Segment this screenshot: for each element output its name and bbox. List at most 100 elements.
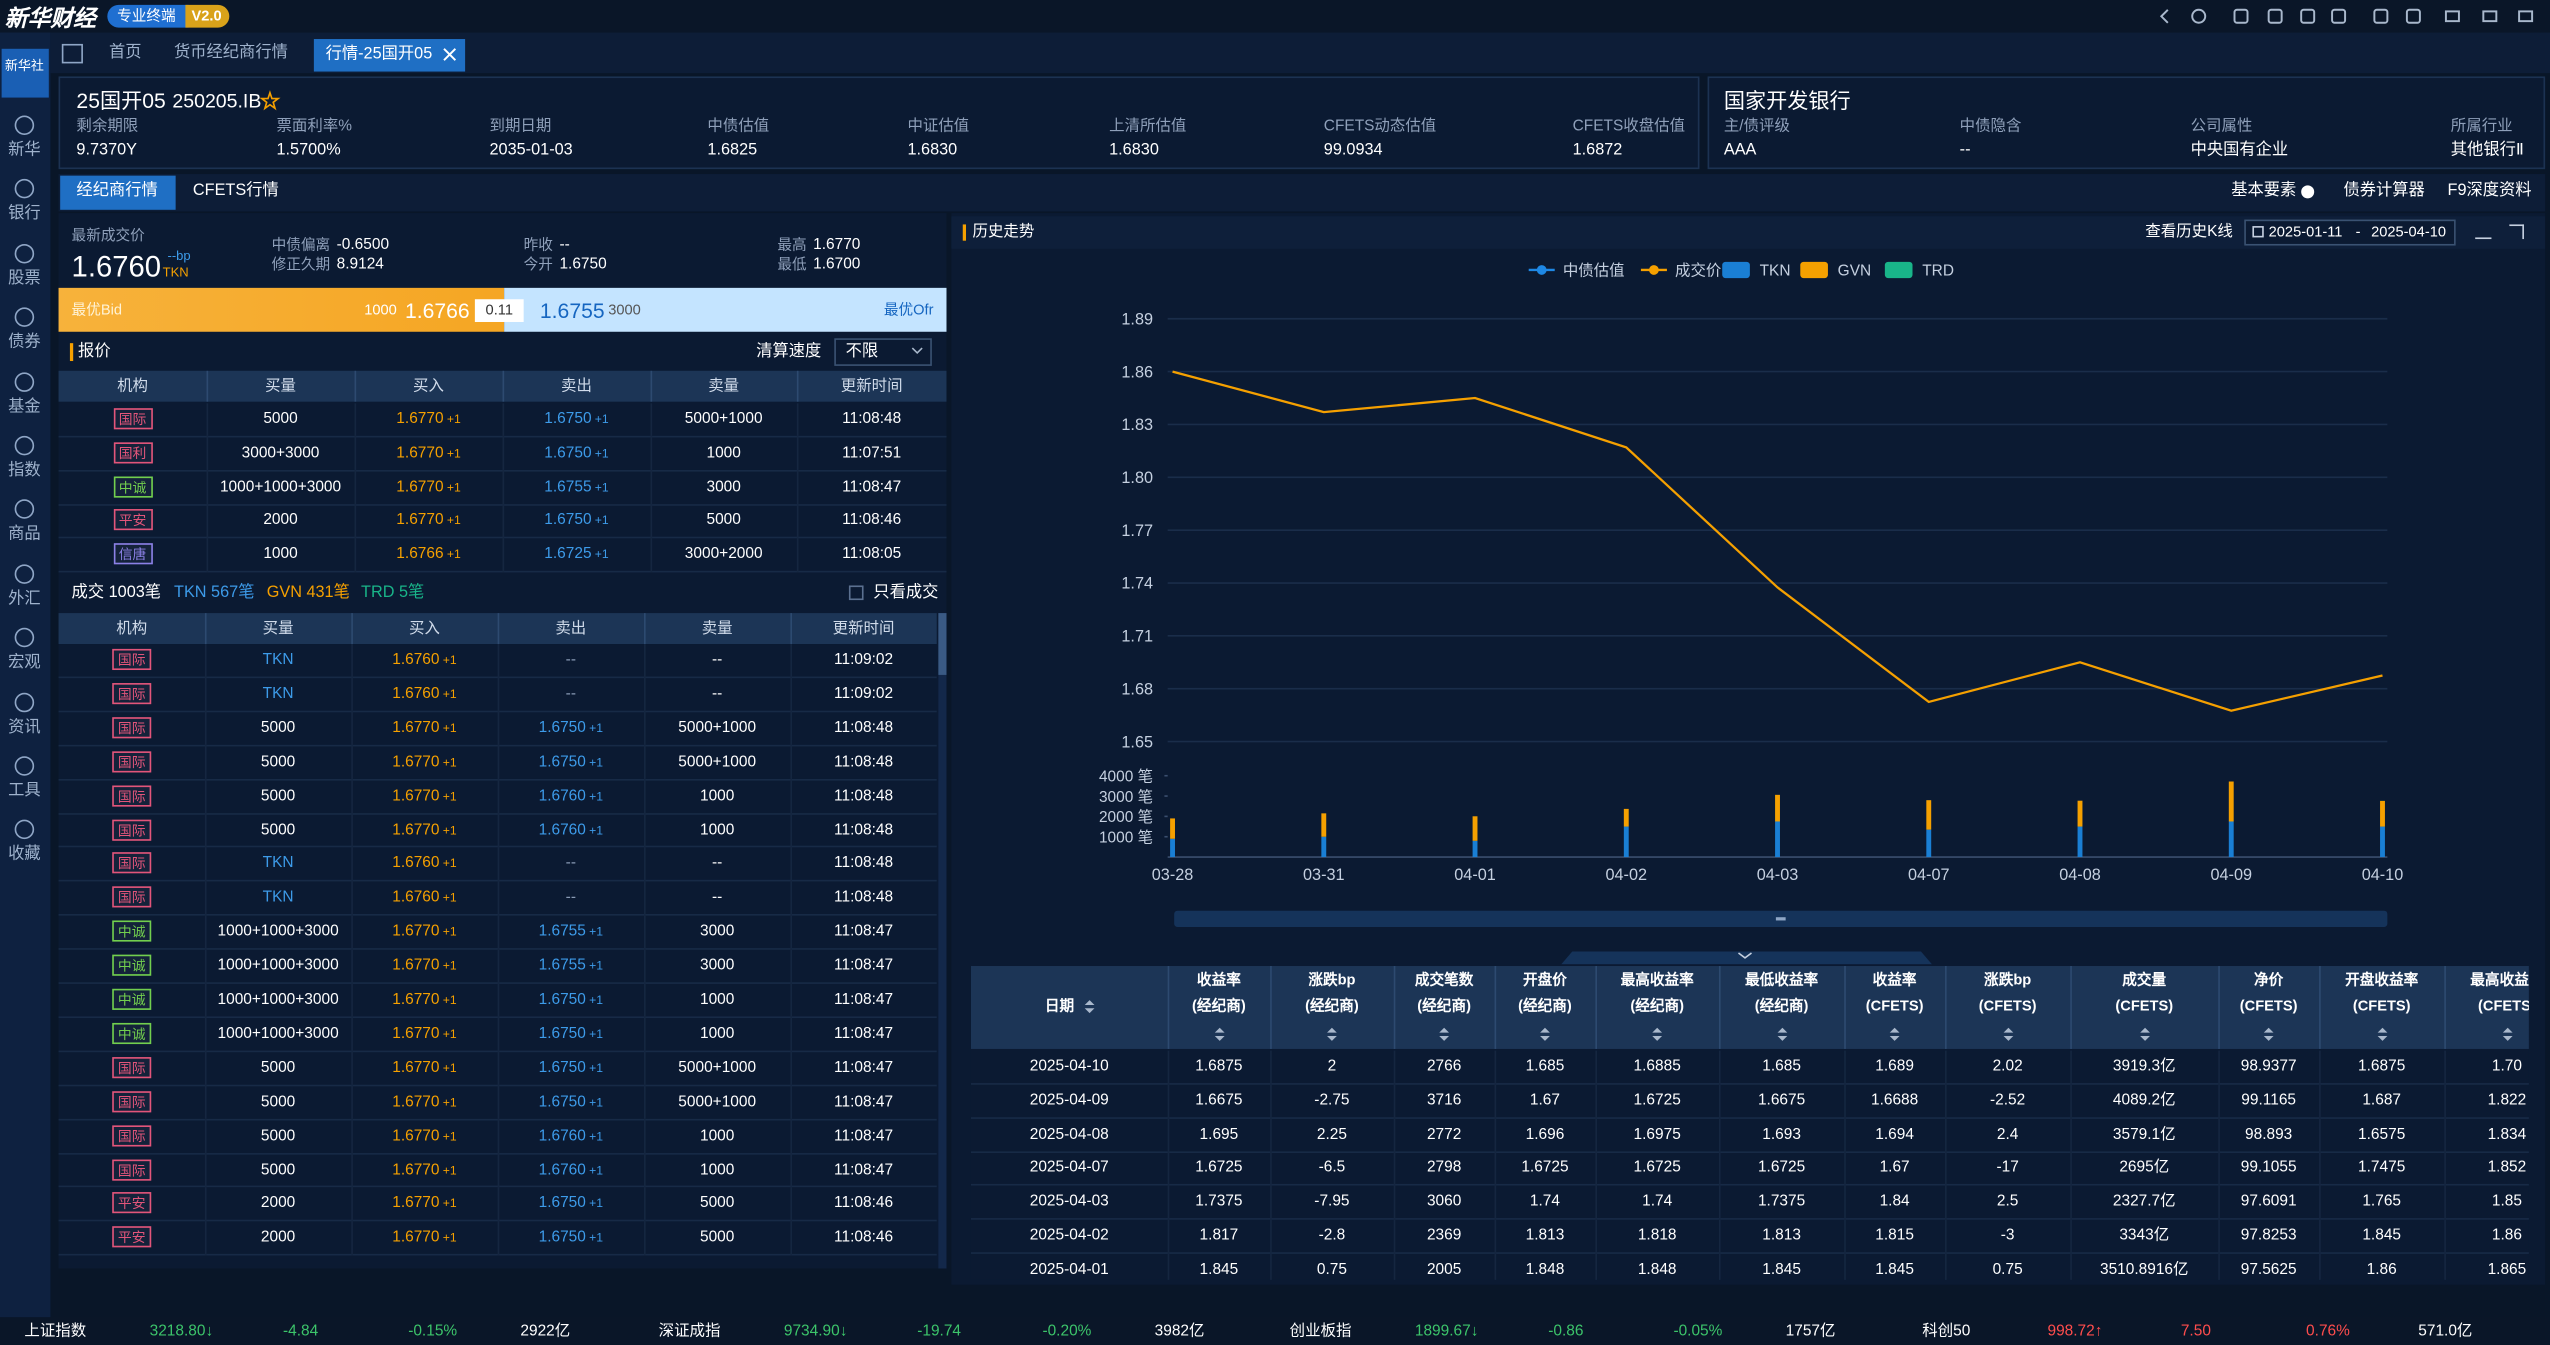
nav-item[interactable]: 指数: [8, 461, 41, 480]
active-subtab[interactable]: [60, 175, 176, 210]
nav-icon[interactable]: [14, 371, 35, 392]
nav-item[interactable]: 工具: [8, 782, 41, 801]
link[interactable]: 基本要素: [2231, 182, 2297, 201]
index-name[interactable]: 创业板指: [1289, 1322, 1352, 1341]
sort-down[interactable]: [2502, 1035, 2512, 1041]
nav-icon[interactable]: [14, 179, 35, 200]
active-tab[interactable]: [313, 39, 466, 72]
nav-item[interactable]: 基金: [8, 397, 41, 416]
sort-down[interactable]: [1214, 1035, 1224, 1041]
link[interactable]: 债券计算器: [2343, 182, 2425, 201]
org-name: 国际: [117, 1059, 146, 1076]
cell-divider: [2218, 1185, 2220, 1221]
sort-up[interactable]: [2139, 1027, 2150, 1033]
price: 1.6770: [392, 718, 440, 737]
sort-up[interactable]: [1540, 1027, 1550, 1033]
panel-toggle[interactable]: [61, 43, 83, 64]
nav-item[interactable]: 宏观: [8, 654, 41, 672]
expand-icon[interactable]: [2509, 224, 2524, 240]
sort-up[interactable]: [2263, 1027, 2274, 1033]
toolbar-icon[interactable]: [2517, 8, 2534, 24]
collapse-tab[interactable]: [1561, 951, 1933, 965]
download-icon[interactable]: [2475, 224, 2492, 240]
sort-down[interactable]: [2263, 1035, 2274, 1041]
toolbar-icon[interactable]: [2330, 8, 2347, 24]
toolbar-icon[interactable]: [2482, 8, 2498, 24]
column-header: (CFETS): [1978, 997, 2037, 1014]
favorite[interactable]: [259, 90, 281, 111]
nav-icon[interactable]: [14, 499, 35, 520]
nav-icon[interactable]: [14, 756, 35, 776]
cell-divider: [1595, 1050, 1598, 1085]
nav-item[interactable]: 新华: [8, 141, 41, 160]
subtab[interactable]: CFETS行情: [192, 182, 279, 201]
caret[interactable]: [911, 347, 923, 355]
nav-icon[interactable]: [14, 628, 35, 648]
index-name[interactable]: 上证指数: [24, 1322, 87, 1341]
nav-item[interactable]: 债券: [8, 333, 41, 352]
sort-down[interactable]: [1540, 1035, 1550, 1041]
cell-divider: [204, 1051, 207, 1086]
nav-item[interactable]: 银行: [8, 205, 41, 224]
close-tab[interactable]: [443, 48, 457, 61]
sort-up[interactable]: [1083, 1000, 1094, 1006]
toolbar-icon[interactable]: [2300, 8, 2316, 24]
sort-up[interactable]: [1214, 1027, 1224, 1033]
sort-down[interactable]: [2002, 1035, 2013, 1041]
sort-up[interactable]: [2002, 1027, 2013, 1033]
sort-up[interactable]: [1652, 1027, 1663, 1033]
nav-item[interactable]: 股票: [8, 269, 41, 288]
sort-up[interactable]: [1439, 1027, 1450, 1033]
nav-icon[interactable]: [14, 115, 35, 135]
index-name[interactable]: 深证成指: [658, 1322, 721, 1341]
select-value[interactable]: 不限: [845, 343, 879, 362]
volume-bar: [1170, 818, 1175, 839]
sort-down[interactable]: [1439, 1035, 1450, 1041]
nav-icon[interactable]: [14, 307, 35, 328]
toolbar-icon[interactable]: [2267, 8, 2283, 24]
sort-down[interactable]: [2139, 1035, 2150, 1041]
date-range[interactable]: [2244, 219, 2456, 246]
nav-icon[interactable]: [14, 820, 35, 840]
sort-down[interactable]: [1889, 1035, 1900, 1041]
nav-icon[interactable]: [14, 692, 35, 712]
sort-down[interactable]: [2376, 1035, 2387, 1041]
cell-divider: [206, 402, 209, 437]
toolbar-icon[interactable]: [2373, 8, 2389, 24]
sort-down[interactable]: [1776, 1035, 1787, 1041]
index-name[interactable]: 科创50: [1922, 1322, 1971, 1341]
nav-icon[interactable]: [14, 243, 35, 264]
sort-down[interactable]: [1327, 1035, 1337, 1041]
checkbox[interactable]: [848, 585, 864, 601]
toolbar-icon[interactable]: [2444, 8, 2460, 24]
sort-up[interactable]: [1776, 1027, 1787, 1033]
tab[interactable]: 行情-25国开05: [325, 45, 433, 64]
nav-icon[interactable]: [14, 563, 35, 584]
sort-up[interactable]: [2502, 1027, 2512, 1033]
toolbar-icon[interactable]: [2405, 8, 2421, 24]
org-name: 中诚: [117, 957, 146, 974]
toolbar-icon[interactable]: [2233, 8, 2249, 24]
sort-up[interactable]: [1889, 1027, 1900, 1033]
cell-divider: [354, 402, 357, 437]
nav-item[interactable]: 商品: [8, 525, 41, 544]
sort-down[interactable]: [1083, 1008, 1094, 1014]
x-tick-label: 03-31: [1303, 866, 1345, 884]
scroll-thumb[interactable]: [938, 613, 947, 675]
subtab[interactable]: 经纪商行情: [76, 182, 158, 201]
nav-icon[interactable]: [14, 435, 35, 456]
sort-up[interactable]: [1327, 1027, 1337, 1033]
sort-down[interactable]: [1652, 1035, 1663, 1041]
nav-item[interactable]: 外汇: [8, 590, 41, 608]
toolbar-icon[interactable]: [2156, 8, 2172, 24]
sort-up[interactable]: [2376, 1027, 2387, 1033]
collapse-icon[interactable]: [1738, 952, 1752, 963]
link[interactable]: 查看历史K线: [2145, 223, 2233, 242]
nav-item[interactable]: 资讯: [8, 718, 41, 737]
nav-item[interactable]: 收藏: [8, 846, 41, 865]
link[interactable]: F9深度资料: [2447, 182, 2532, 201]
tab[interactable]: 首页: [108, 43, 142, 62]
tab[interactable]: 货币经纪商行情: [174, 43, 288, 62]
toolbar-icon[interactable]: [2191, 8, 2207, 24]
checkbox-label[interactable]: 只看成交: [873, 583, 939, 602]
